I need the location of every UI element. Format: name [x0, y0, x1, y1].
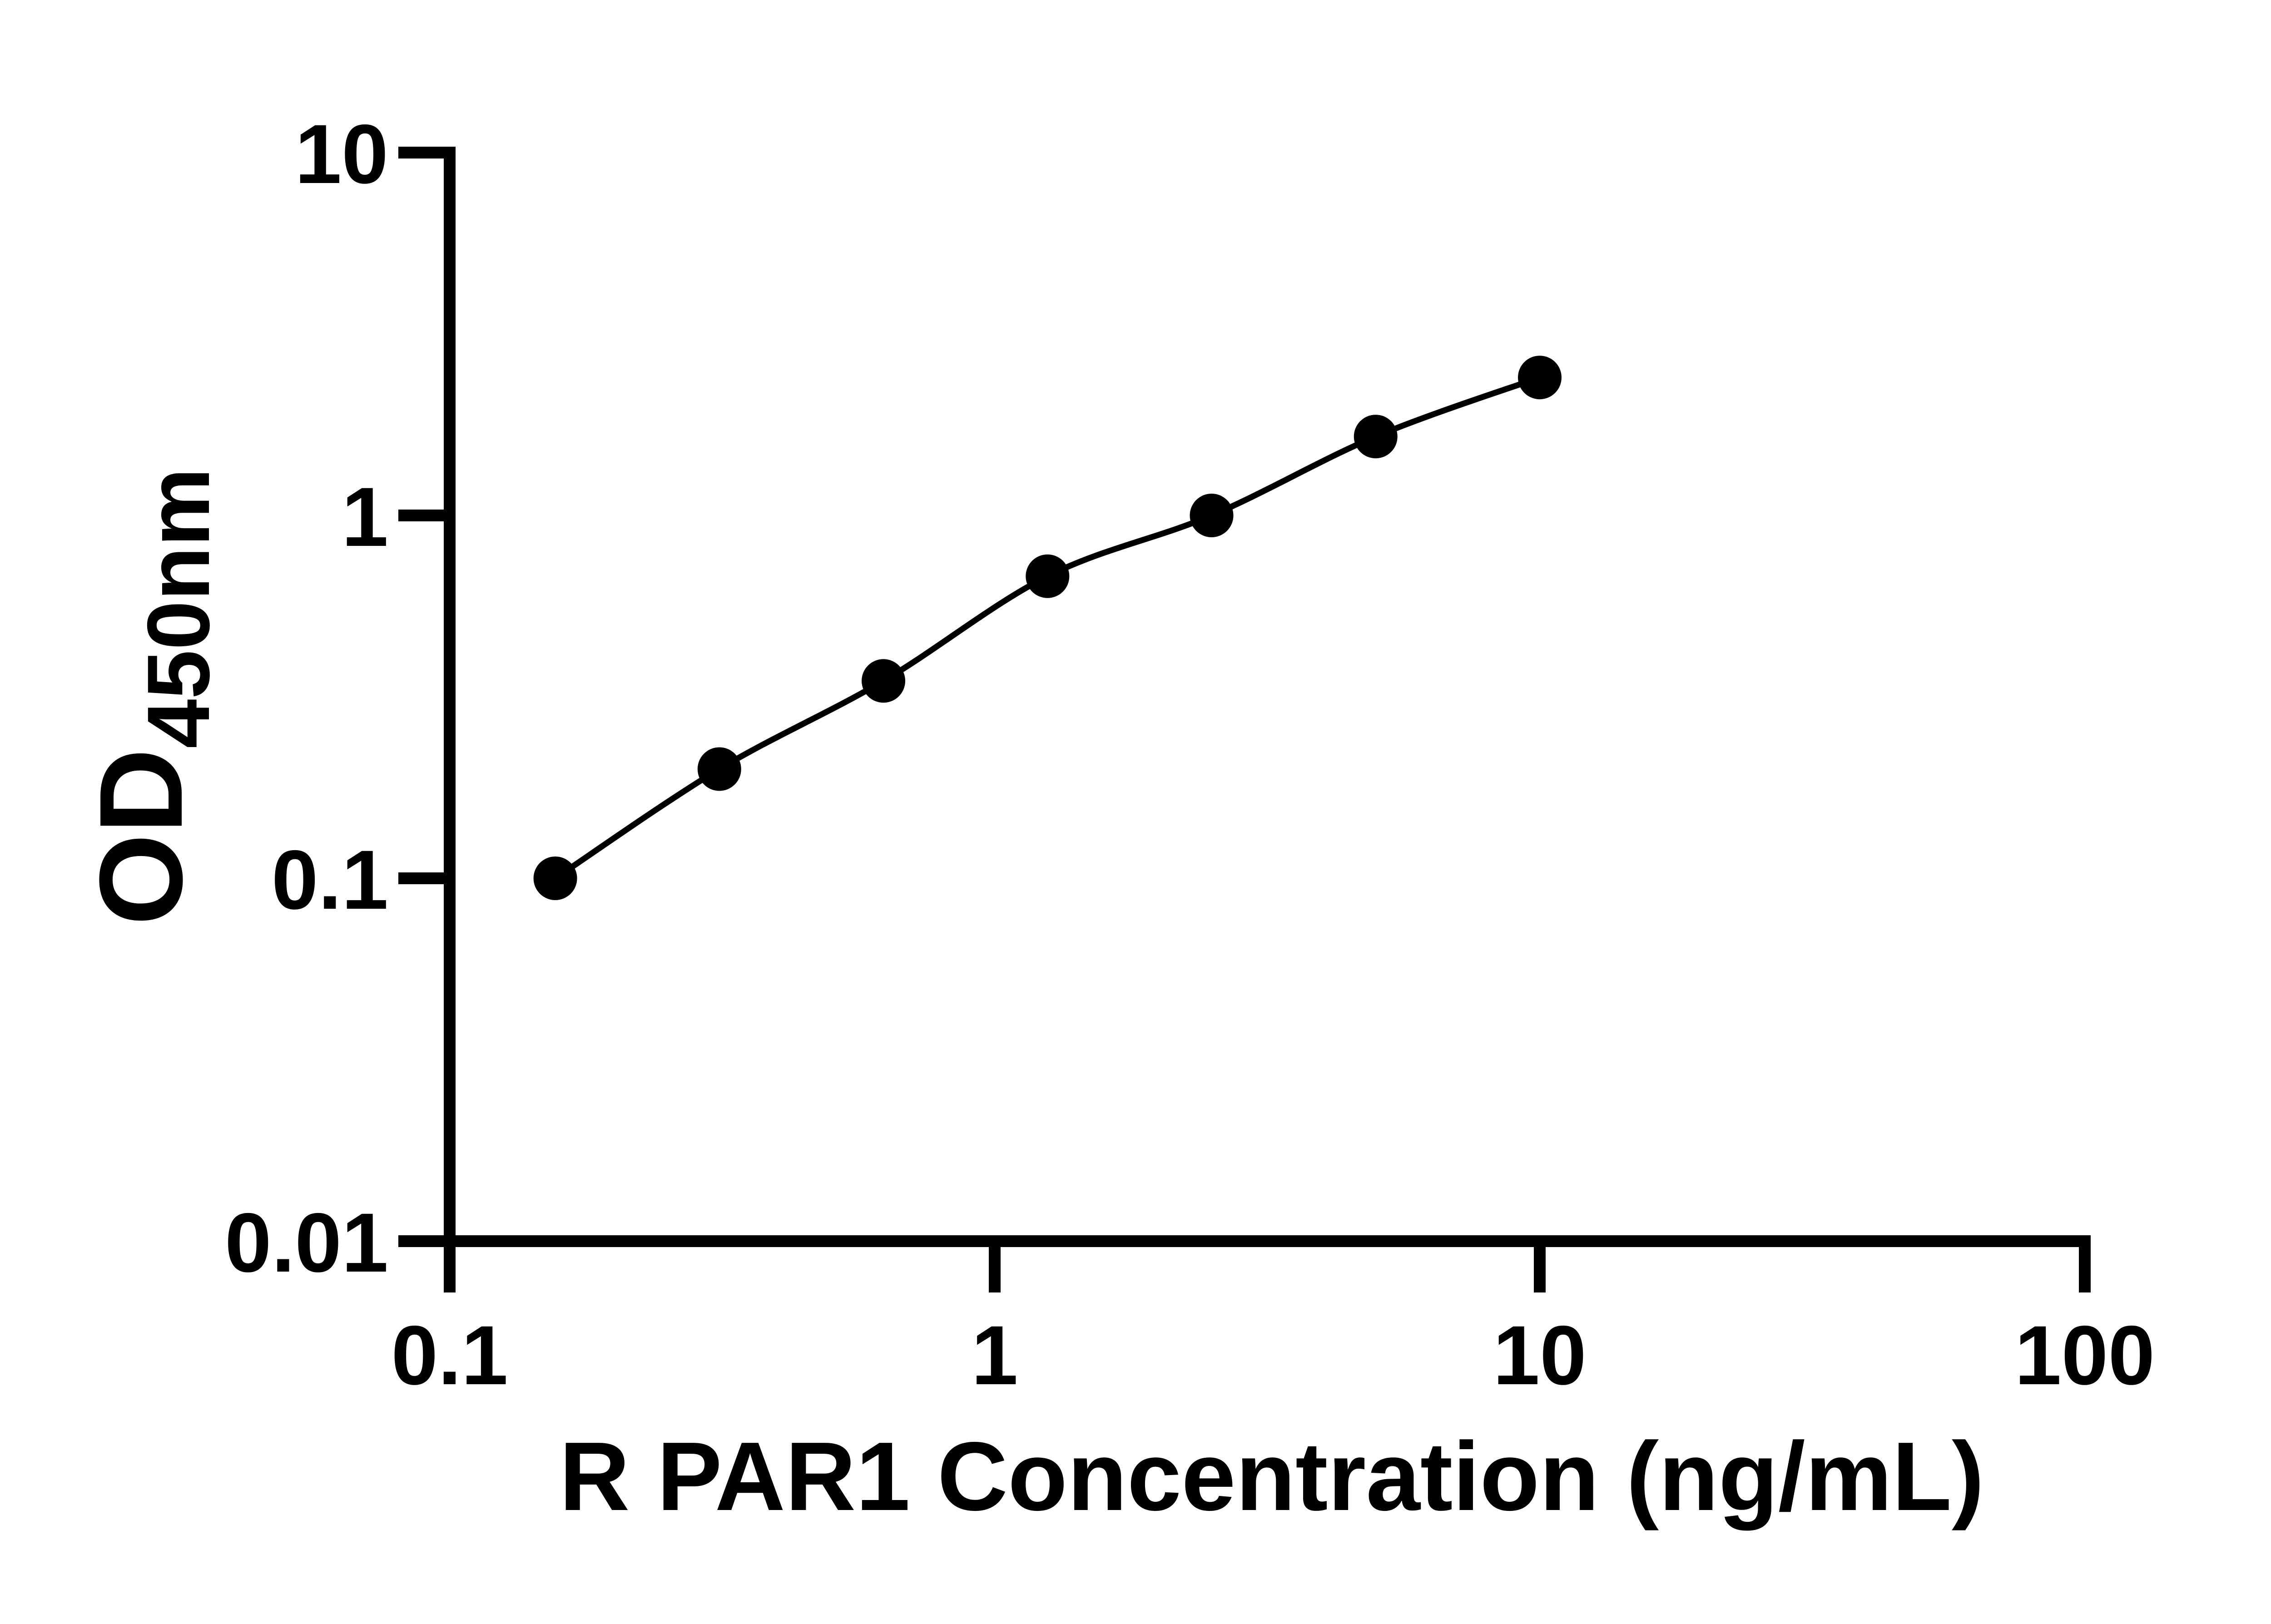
x-axis-title: R PAR1 Concentration (ng/mL) — [559, 1421, 1984, 1531]
data-point — [1518, 356, 1562, 400]
standard-curve-line — [553, 375, 1541, 881]
x-tick-label: 0.1 — [391, 1309, 508, 1402]
x-tick-label: 100 — [2015, 1309, 2155, 1402]
y-tick-label: 10 — [295, 108, 388, 201]
x-tick-label: 10 — [1493, 1309, 1587, 1402]
data-series — [533, 356, 1562, 900]
data-point — [697, 747, 741, 791]
data-point — [1190, 494, 1234, 537]
y-tick-label: 0.01 — [225, 1196, 388, 1290]
y-tick-label: 0.1 — [272, 833, 388, 927]
y-axis-title-subscript: 450nm — [129, 468, 228, 748]
y-tick-label: 1 — [342, 470, 388, 564]
y-axis-title-main: OD — [75, 748, 207, 926]
data-point — [1354, 415, 1398, 459]
data-point — [862, 659, 906, 703]
y-axis-title: OD450nm — [75, 468, 228, 926]
data-point — [533, 857, 577, 900]
x-tick-label: 1 — [972, 1309, 1018, 1402]
data-point — [1026, 554, 1070, 598]
